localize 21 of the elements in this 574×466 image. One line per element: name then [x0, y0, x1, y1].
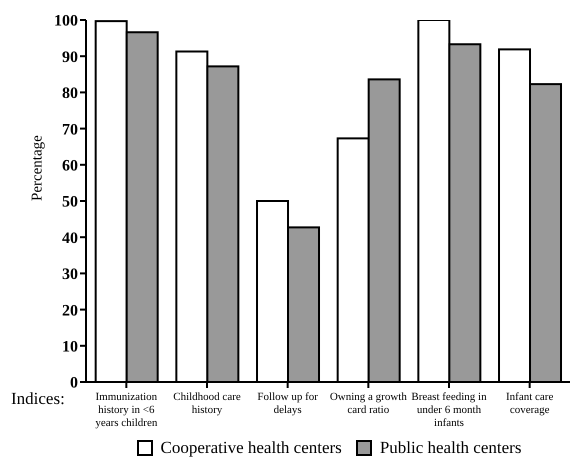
- y-tick-label: 50: [62, 194, 78, 211]
- x-tick-label: Childhood care history: [173, 391, 241, 416]
- y-tick-label: 30: [62, 266, 78, 284]
- y-tick-label: 60: [62, 157, 78, 174]
- y-axis-title: Percentage: [29, 134, 46, 201]
- y-tick-label: 80: [62, 85, 78, 102]
- x-tick-label: Breast feeding in under 6 month infants: [411, 391, 488, 429]
- y-tick-label: 70: [62, 121, 78, 138]
- y-tick-label: 40: [62, 230, 78, 247]
- legend-label: Public health centers: [378, 438, 522, 458]
- x-axis-title: Indices:: [11, 389, 65, 408]
- x-tick-label: Immunization history in <6 years children: [95, 391, 158, 429]
- y-tick-label: 10: [62, 338, 78, 356]
- x-tick-label: Infant care coverage: [506, 391, 554, 416]
- y-tick-label: 90: [62, 48, 78, 66]
- y-tick-label: 100: [54, 12, 78, 30]
- y-tick-label: 20: [62, 302, 78, 320]
- x-tick-label: Owning a growth card ratio: [330, 391, 408, 416]
- y-tick-label: 0: [70, 374, 78, 392]
- legend-label: Cooperative health centers: [160, 438, 342, 458]
- x-tick-label: Follow up for delays: [257, 391, 318, 416]
